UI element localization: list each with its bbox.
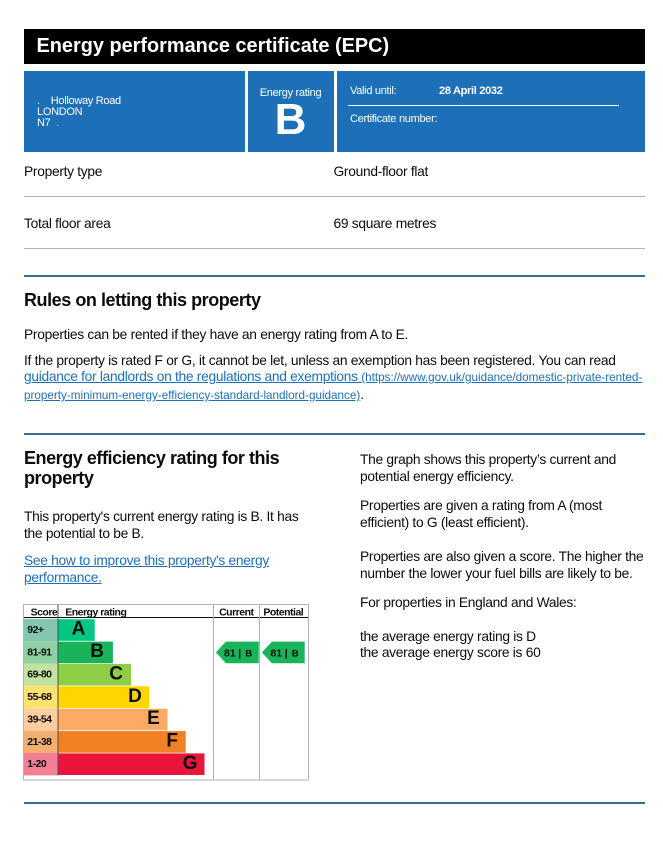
svg-text:D: D <box>128 686 142 707</box>
svg-text:E: E <box>147 708 160 729</box>
svg-text:|: | <box>238 647 241 659</box>
svg-text:39-54: 39-54 <box>27 714 52 726</box>
svg-text:21-38: 21-38 <box>27 736 52 748</box>
svg-text:B: B <box>245 648 252 659</box>
svg-text:C: C <box>109 663 123 684</box>
svg-text:69-80: 69-80 <box>27 669 52 681</box>
svg-text:Current: Current <box>219 606 254 618</box>
svg-text:81: 81 <box>224 647 236 659</box>
svg-text:|: | <box>285 647 288 659</box>
svg-text:1-20: 1-20 <box>27 758 47 770</box>
svg-text:55-68: 55-68 <box>27 691 52 703</box>
svg-text:92+: 92+ <box>27 624 44 636</box>
svg-text:B: B <box>90 641 104 662</box>
svg-text:81-91: 81-91 <box>27 646 52 658</box>
svg-text:81: 81 <box>270 647 282 659</box>
svg-text:Potential: Potential <box>263 606 303 618</box>
svg-text:B: B <box>292 648 299 659</box>
svg-text:A: A <box>72 619 86 640</box>
svg-text:Energy rating: Energy rating <box>65 606 126 618</box>
svg-text:G: G <box>183 753 198 774</box>
svg-text:Score: Score <box>31 606 58 618</box>
svg-text:F: F <box>166 731 178 752</box>
